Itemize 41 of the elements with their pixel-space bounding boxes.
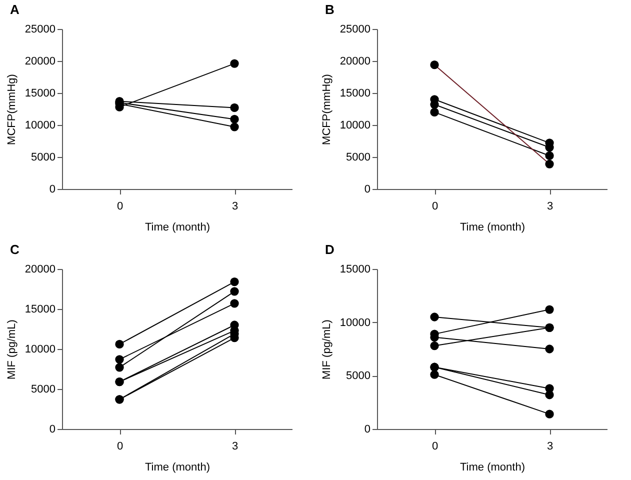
y-tick-label: 10000 (24, 344, 56, 356)
x-tick-label: 3 (232, 200, 238, 212)
y-tick-label: 10000 (24, 120, 56, 132)
y-tick-label: 20000 (24, 56, 56, 68)
x-tick-label: 0 (116, 200, 124, 212)
y-tick-label: 0 (364, 184, 370, 196)
y-axis-title: MCFP(mmHg) (6, 74, 18, 145)
y-tick-label: 10000 (340, 316, 370, 329)
y-tick-label: 5000 (31, 384, 56, 396)
x-tick-label: 0 (116, 440, 124, 452)
y-tick-label: 0 (49, 424, 56, 436)
y-axis-title: MIF (pg/mL) (6, 320, 18, 380)
y-axis-title: MIF (pg/mL) (320, 320, 333, 380)
y-tick-label: 25000 (24, 24, 56, 36)
y-tick-label: 15000 (24, 304, 56, 316)
x-axis-title: Time (month) (145, 462, 210, 474)
x-tick-label: 0 (432, 200, 438, 212)
y-tick-label: 0 (49, 184, 56, 196)
y-tick-label: 15000 (340, 264, 370, 276)
y-tick-label: 25000 (340, 24, 370, 36)
y-tick-label: 20000 (340, 56, 370, 68)
x-axis-title: Time (month) (460, 222, 525, 234)
x-tick-label: 0 (432, 440, 438, 452)
y-tick-label: 10000 (340, 120, 370, 132)
y-tick-label: 20000 (24, 264, 56, 276)
x-tick-label: 3 (546, 200, 554, 212)
x-axis-title: Time (month) (145, 222, 210, 234)
y-tick-label: 15000 (340, 88, 370, 100)
chart-title: C (10, 242, 20, 257)
chart-title: A (10, 2, 20, 17)
chart-title: D (325, 242, 334, 257)
y-tick-label: 15000 (24, 88, 56, 100)
x-axis-title: Time (month) (460, 462, 525, 474)
y-tick-label: 5000 (346, 370, 370, 382)
y-axis-title: MCFP(mmHg) (320, 74, 333, 145)
y-tick-label: 5000 (346, 152, 370, 164)
x-tick-label: 3 (546, 440, 554, 452)
y-tick-label: 0 (364, 424, 370, 436)
chart-title: B (325, 2, 334, 17)
x-tick-label: 3 (232, 440, 238, 452)
y-tick-label: 5000 (31, 152, 56, 164)
